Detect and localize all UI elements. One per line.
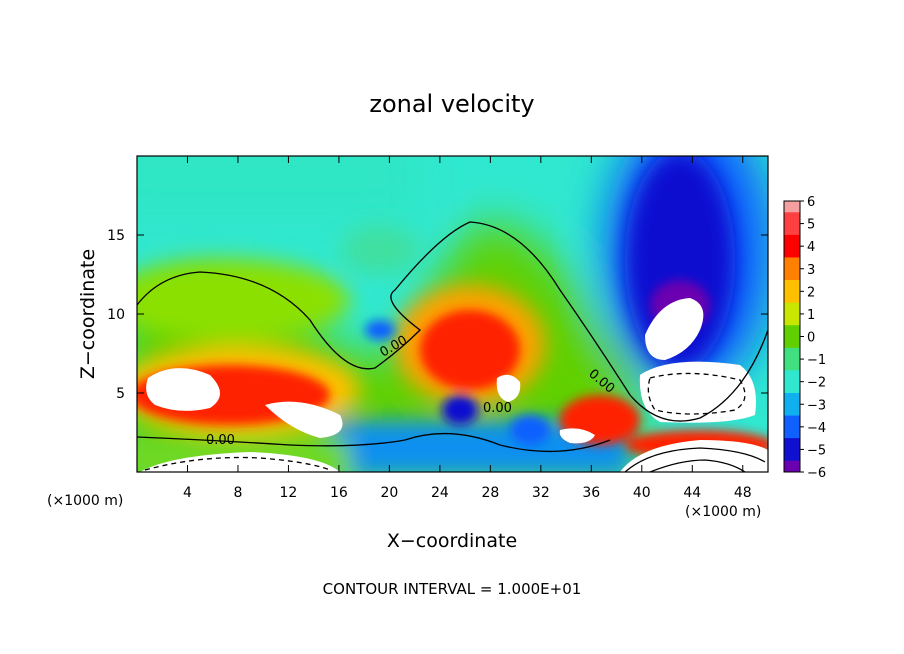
colorbar-label: 0 [807, 331, 815, 346]
colorbar-swatch [784, 257, 800, 270]
cyan-pocket-mid [340, 225, 420, 275]
blue-core-right [625, 156, 735, 370]
x-tick-label: 12 [280, 485, 298, 501]
y-tick-label: 5 [116, 386, 125, 402]
surface-contour-right-b [649, 459, 746, 472]
colorbar-label: 3 [807, 263, 815, 278]
x-tick-label: 20 [380, 485, 398, 501]
colorbar-swatch [784, 347, 800, 360]
colorbar-swatch [784, 302, 800, 315]
colorbar-label: −3 [807, 398, 826, 413]
y-axis-title: Z−coordinate [77, 249, 99, 379]
colorbar-label: 6 [807, 195, 815, 210]
colorbar-swatch [784, 404, 800, 417]
white-blob-right-upper [645, 298, 704, 360]
colorbar-label: −5 [807, 443, 826, 458]
colorbar-label: 4 [807, 240, 815, 255]
colorbar-swatch [784, 246, 800, 258]
white-blob-surface-left [140, 452, 340, 472]
colorbar-swatch [784, 280, 800, 292]
colorbar-label: −6 [807, 466, 826, 481]
colorbar-swatch [784, 223, 800, 236]
dashed-contour-right [647, 372, 746, 415]
colorbar-swatch [784, 268, 800, 281]
heatmap-field: 0.00 0.00 0.00 0.00 [137, 156, 768, 472]
colorbar-swatch [784, 438, 800, 450]
colorbar-swatch [784, 291, 800, 304]
dashed-contour-left [144, 456, 331, 471]
y-axis: 5 10 15 [107, 228, 768, 402]
colorbar-label: 5 [807, 218, 815, 233]
colorbar-swatch [784, 460, 800, 473]
x-tick-label: 32 [532, 485, 550, 501]
zero-contour-upper [137, 221, 768, 422]
white-blob-surface-right [620, 440, 768, 472]
contour-lines [137, 221, 768, 472]
colorbar-swatch [784, 449, 800, 462]
green-cap-left [137, 260, 350, 340]
x-tick-label: 36 [582, 485, 600, 501]
contour-label-d: 0.00 [206, 433, 235, 448]
colorbar-swatch [784, 234, 800, 247]
x-tick-label: 48 [734, 485, 752, 501]
white-blob-small-right [559, 428, 595, 444]
colorbar-swatch [784, 381, 800, 394]
x-axis: 4 8 12 16 20 24 28 32 36 40 44 48 [183, 156, 752, 501]
red-center-dome [420, 310, 520, 390]
x-tick-label: 16 [330, 485, 348, 501]
colorbar-swatch [784, 426, 800, 439]
colorbar: 6 5 4 3 2 1 0 −1 −2 −3 −4 −5 −6 [783, 195, 826, 481]
colorbar-swatch [784, 201, 800, 213]
x-unit-left: (×1000 m) [47, 493, 123, 509]
colorbar-label: 2 [807, 285, 815, 300]
contour-label-c: 0.00 [483, 401, 512, 416]
zero-contour-lower [137, 432, 611, 453]
surface-contour-right-a [624, 447, 766, 472]
x-tick-label: 4 [183, 485, 192, 501]
blue-eddy-c [365, 320, 395, 340]
upper-left-cyan [137, 156, 420, 220]
x-tick-label: 28 [481, 485, 499, 501]
white-blob-left [146, 368, 220, 411]
colorbar-swatch [784, 370, 800, 383]
contour-interval-footer: CONTOUR INTERVAL = 1.000E+01 [323, 580, 582, 598]
x-tick-label: 40 [633, 485, 651, 501]
x-tick-label: 8 [233, 485, 242, 501]
colorbar-label: −2 [807, 376, 826, 391]
x-tick-label: 24 [431, 485, 449, 501]
chart-title: zonal velocity [369, 90, 534, 118]
colorbar-swatch [784, 212, 800, 225]
colorbar-swatch [784, 392, 800, 405]
colorbar-swatch [784, 415, 800, 428]
white-blob-center [496, 374, 521, 402]
white-blob-left-b [265, 401, 343, 438]
y-tick-label: 15 [107, 228, 125, 244]
colorbar-swatch [784, 313, 800, 326]
colorbar-label: −4 [807, 421, 826, 436]
y-tick-label: 10 [107, 307, 125, 323]
blue-eddy-a [442, 395, 478, 425]
x-unit-right: (×1000 m) [685, 504, 761, 520]
x-axis-title: X−coordinate [387, 530, 517, 552]
x-tick-label: 44 [683, 485, 701, 501]
colorbar-swatch [784, 336, 800, 349]
colorbar-swatch [784, 359, 800, 371]
colorbar-swatch [784, 325, 800, 337]
colorbar-label: 1 [807, 308, 815, 323]
saturated-regions [140, 298, 768, 472]
blue-eddy-b [510, 415, 550, 445]
colorbar-label: −1 [807, 353, 826, 368]
white-blob-right-lower [639, 361, 756, 423]
